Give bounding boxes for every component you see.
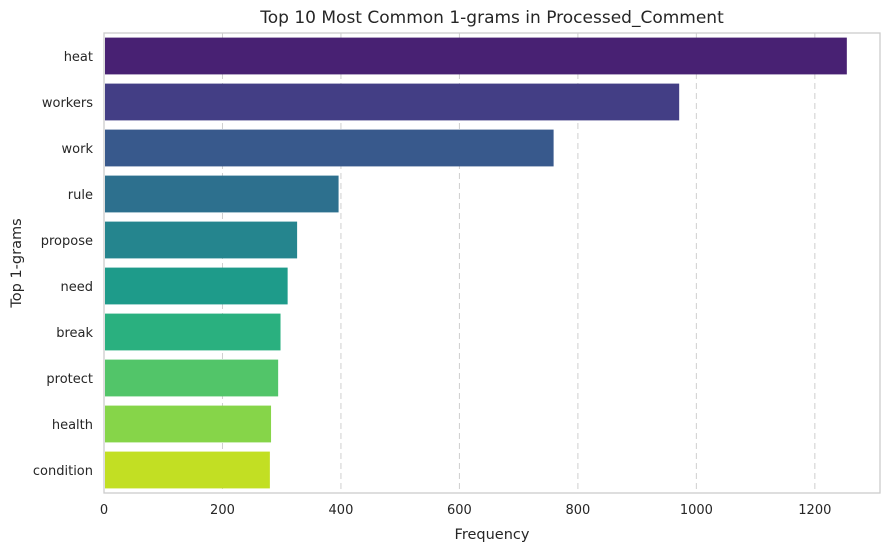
bar-propose (105, 221, 298, 259)
y-tick-label-propose: propose (41, 234, 93, 249)
x-tick-label: 400 (329, 503, 354, 518)
bar-need (105, 267, 288, 305)
bar-workers (105, 83, 680, 121)
x-tick-label: 200 (210, 503, 235, 518)
y-tick-label-rule: rule (68, 188, 93, 203)
y-axis-label: Top 1-grams (9, 218, 25, 308)
x-tick-label: 600 (447, 503, 472, 518)
bar-rule (105, 175, 339, 213)
y-tick-label-protect: protect (46, 372, 93, 387)
plot-frame (103, 32, 881, 494)
bar-health (105, 405, 272, 443)
y-tick-label-condition: condition (33, 464, 93, 479)
bar-condition (105, 451, 270, 489)
y-tick-labels: heat workers work rule propose need break prote… (33, 50, 94, 479)
x-axis-label: Frequency (455, 527, 530, 543)
x-tick-label: 1200 (798, 503, 831, 518)
bar-work (105, 129, 554, 167)
y-tick-label-work: work (62, 142, 94, 157)
x-tick-label: 800 (565, 503, 590, 518)
chart-title: Top 10 Most Common 1-grams in Processed_… (259, 8, 724, 28)
y-tick-label-health: health (52, 418, 93, 433)
bar-protect (105, 359, 279, 397)
y-tick-label-need: need (61, 280, 94, 295)
y-tick-label-break: break (56, 326, 93, 341)
y-tick-label-workers: workers (42, 96, 93, 111)
bars (105, 37, 847, 489)
bar-heat (105, 37, 847, 75)
x-tick-labels: 0 200 400 600 800 1000 1200 (100, 503, 832, 518)
bar-break (105, 313, 281, 351)
x-tick-label: 0 (100, 503, 108, 518)
y-tick-label-heat: heat (64, 50, 93, 65)
x-tick-label: 1000 (680, 503, 713, 518)
